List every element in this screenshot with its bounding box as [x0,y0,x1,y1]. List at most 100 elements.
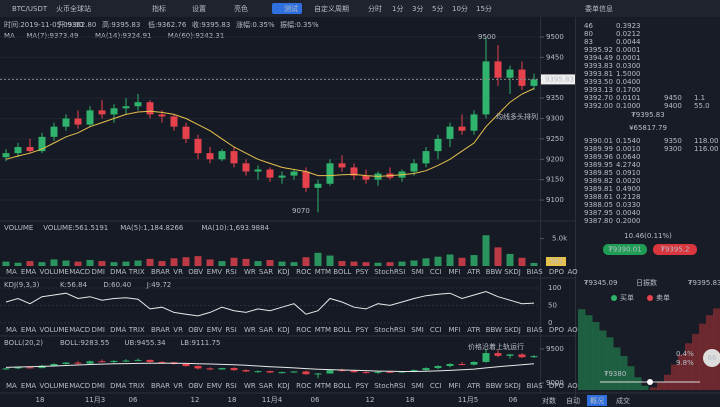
depth-knob[interactable] [647,379,653,385]
indicator-tab[interactable]: DPO [549,326,565,334]
indicator-tab[interactable]: PSY [356,268,370,276]
indicator-tab[interactable]: StochRSI [374,326,405,334]
indicator-tab[interactable]: SKDJ [504,268,521,276]
indicator-tab[interactable]: WR [244,326,256,334]
indicator-tab[interactable]: ROC [296,326,311,334]
indicator-tab[interactable]: MTM [315,326,331,334]
indicator-tab[interactable]: TRIX [128,268,145,276]
indicator-tab[interactable]: StochRSI [374,268,405,276]
indicator-tab[interactable]: SMI [411,326,424,334]
tool-button[interactable]: 亮色 [234,4,248,13]
indicator-tab[interactable]: BRAR [151,268,170,276]
indicator-tab[interactable]: VOLUME [40,326,69,334]
footer-tab[interactable]: 概况 [590,396,604,405]
indicator-tab[interactable]: RSI [225,268,236,276]
indicator-tab[interactable]: CCI [430,326,442,334]
period-button[interactable]: 10分 [452,4,468,13]
indicator-tab[interactable]: RSI [225,326,236,334]
indicator-tab[interactable]: DMA [110,326,126,334]
indicator-tab[interactable]: KDJ [278,326,290,334]
indicator-tab[interactable]: EMA [21,268,36,276]
indicator-tab[interactable]: CCI [430,382,442,390]
buy-button[interactable]: ₮9390.01 [608,246,641,254]
indicator-tab[interactable]: BBW [486,268,502,276]
indicator-tab[interactable]: EMA [21,382,36,390]
indicator-tab[interactable]: DMI [92,268,106,276]
indicator-tab[interactable]: AO [568,268,579,276]
indicator-tab[interactable]: MACD [69,268,90,276]
indicator-tab[interactable]: DMI [92,382,106,390]
indicator-tab[interactable]: BBW [486,382,502,390]
indicator-tab[interactable]: SAR [259,326,273,334]
sell-button[interactable]: ₮9395.2 [661,246,690,254]
indicator-tab[interactable]: AO [568,326,579,334]
indicator-tab[interactable]: KDJ [278,382,290,390]
indicator-tab[interactable]: BBW [486,326,502,334]
footer-tab[interactable]: 成交 [616,396,630,405]
indicator-tab[interactable]: MACD [69,382,90,390]
indicator-tab[interactable]: DPO [549,382,565,390]
indicator-tab[interactable]: ATR [467,382,481,390]
sell-button-bg[interactable] [653,244,697,255]
indicator-tab[interactable]: BRAR [151,326,170,334]
indicator-tab[interactable]: VR [173,268,183,276]
period-button[interactable]: 3分 [412,4,423,13]
indicator-tab[interactable]: DPO [549,268,565,276]
indicator-tab[interactable]: TRIX [128,382,145,390]
indicator-tab[interactable]: SKDJ [504,326,521,334]
indicator-tab[interactable]: VR [173,326,183,334]
indicator-tab[interactable]: BRAR [151,382,170,390]
tool-button[interactable]: 指标 [152,4,166,13]
indicator-tab[interactable]: ROC [296,382,311,390]
indicator-tab[interactable]: WR [244,382,256,390]
indicator-tab[interactable]: SAR [259,382,273,390]
indicator-tab[interactable]: MFI [449,326,461,334]
indicator-tab[interactable]: MA [6,268,17,276]
tool-button[interactable]: 设置 [192,4,206,13]
indicator-tab[interactable]: BIAS [527,382,544,390]
indicator-tab[interactable]: OBV [188,326,203,334]
indicator-tab[interactable]: SMI [411,268,424,276]
indicator-tab[interactable]: MTM [315,382,331,390]
indicator-tab[interactable]: MACD [69,326,90,334]
indicator-tab[interactable]: ATR [467,268,481,276]
buy-button-bg[interactable] [603,244,647,255]
indicator-tab[interactable]: MA [6,326,17,334]
period-button[interactable]: 1分 [392,4,403,13]
period-button[interactable]: 分时 [368,4,382,13]
indicator-tab[interactable]: SMI [411,382,424,390]
indicator-tab[interactable]: SAR [259,268,273,276]
indicator-tab[interactable]: EMV [207,382,222,390]
indicator-tab[interactable]: SKDJ [504,382,521,390]
period-button[interactable]: 15分 [476,4,492,13]
indicator-tab[interactable]: PSY [356,382,370,390]
indicator-tab[interactable]: BIAS [527,326,544,334]
indicator-tab[interactable]: VOLUME [40,268,69,276]
indicator-tab[interactable]: BOLL [333,382,351,390]
indicator-tab[interactable]: BIAS [527,268,544,276]
indicator-tab[interactable]: PSY [356,326,370,334]
indicator-tab[interactable]: MA [6,382,17,390]
tool-button[interactable]: 测试 [284,4,298,13]
indicator-tab[interactable]: DMA [110,268,126,276]
indicator-tab[interactable]: StochRSI [374,382,405,390]
indicator-tab[interactable]: ROC [296,268,311,276]
indicator-tab[interactable]: RSI [225,382,236,390]
indicator-tab[interactable]: AO [568,382,579,390]
indicator-tab[interactable]: MFI [449,268,461,276]
indicator-tab[interactable]: OBV [188,382,203,390]
indicator-tab[interactable]: MTM [315,268,331,276]
indicator-tab[interactable]: EMV [207,326,222,334]
indicator-tab[interactable]: DMA [110,382,126,390]
footer-tab[interactable]: 自动 [566,396,580,405]
footer-tab[interactable]: 对数 [542,396,556,405]
indicator-tab[interactable]: EMV [207,268,222,276]
indicator-tab[interactable]: TRIX [128,326,145,334]
indicator-tab[interactable]: MFI [449,382,461,390]
indicator-tab[interactable]: CCI [430,268,442,276]
tool-button[interactable]: 自定义周期 [314,4,349,13]
indicator-tab[interactable]: ATR [467,326,481,334]
indicator-tab[interactable]: KDJ [278,268,290,276]
indicator-tab[interactable]: VR [173,382,183,390]
indicator-tab[interactable]: VOLUME [40,382,69,390]
